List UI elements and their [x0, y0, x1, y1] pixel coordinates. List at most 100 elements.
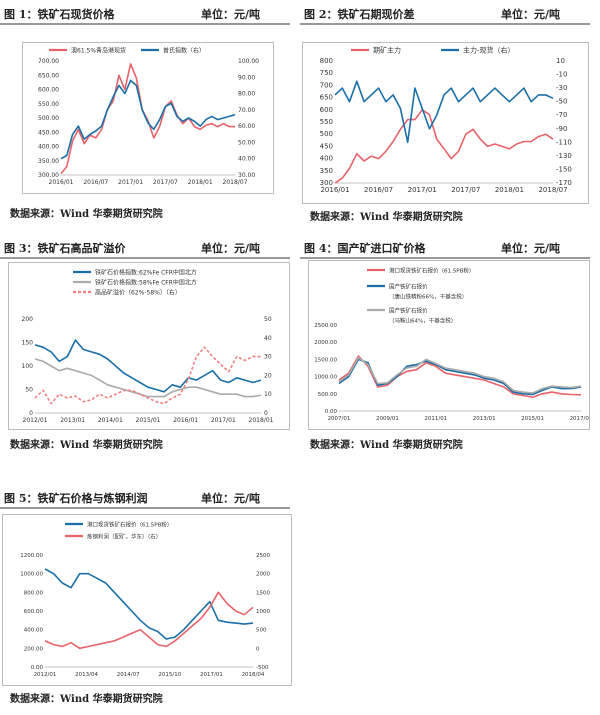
x-tick-label: 2017/07 — [451, 186, 480, 194]
x-tick-label: 2017/01 — [211, 417, 236, 424]
chart-frame: 期矿主力 主力-现货（右） 300 350 400 450 500 550 600 650 700 7… — [302, 42, 589, 204]
y-tick-label: 800 — [320, 57, 333, 65]
y-tick-label: 0.00 — [325, 409, 338, 415]
x-tick-label: 2015/01 — [136, 417, 161, 424]
y-tick-label: 50 — [25, 387, 33, 394]
panel-header: 图 5：铁矿石价格与炼钢利润 单位：元/吨 — [0, 488, 290, 509]
y-tick-label: 2000.00 — [314, 340, 337, 346]
y-tick-label: 700 — [320, 81, 333, 89]
y2-tick-label: -70 — [556, 111, 567, 119]
legend-label: （唐山铁精粉66%，干基含税） — [389, 293, 467, 301]
y2-tick-label: 50 — [264, 316, 272, 323]
y-tick-label: 400 — [320, 155, 333, 163]
legend-label: 炼钢利润（配矿，华东）（右） — [87, 533, 161, 541]
x-tick-label: 2017/01 — [118, 179, 143, 186]
series-line — [338, 356, 582, 394]
chart-1-svg: 澳61.5%青岛港现货 普氏指数（右） 300.00 350.00 400.00 450.… — [38, 47, 259, 187]
panel-unit: 单位：元/吨 — [200, 492, 260, 505]
legend-label: 普氏指数（右） — [163, 47, 205, 55]
y2-tick-label: 70.00 — [238, 107, 255, 114]
y-tick-label: 450.00 — [38, 129, 59, 136]
panel-title: 图 5：铁矿石价格与炼钢利润 — [4, 492, 148, 505]
legend-label: 主力-现货（右） — [463, 46, 515, 55]
y2-tick-label: 10 — [264, 391, 272, 398]
panel-title: 图 1：铁矿石现货价格 — [4, 8, 115, 21]
legend-label: 期矿主力 — [373, 46, 401, 55]
data-source: 数据来源：Wind 华泰期货研究院 — [310, 440, 463, 451]
y2-tick-label: -110 — [556, 138, 572, 146]
x-tick-label: 2016/07 — [364, 186, 393, 194]
x-tick-label: 2012/01 — [23, 417, 48, 424]
y2-tick-label: -30 — [556, 84, 567, 92]
y2-tick-label: 90.00 — [238, 74, 255, 81]
legend-label: 港口现货铁矿石报价（61.5PB粉） — [389, 267, 474, 275]
x-tick-label: 2014/01 — [98, 417, 123, 424]
panel-header: 图 1：铁矿石现货价格 单位：元/吨 — [0, 4, 290, 25]
x-tick-label: 2016/01 — [320, 186, 349, 194]
x-tick-label: 2012/01 — [34, 672, 57, 678]
y-tick-label: 350 — [320, 167, 333, 175]
y2-tick-label: 100.00 — [238, 58, 259, 65]
x-tick-label: 2016/01 — [173, 417, 198, 424]
chart-2-svg: 期矿主力 主力-现货（右） 300 350 400 450 500 550 600 650 700 7… — [320, 46, 572, 195]
x-tick-label: 2007/01 — [328, 416, 351, 422]
series-line — [338, 358, 582, 396]
series-line — [34, 358, 262, 398]
y2-tick-label: 50.00 — [238, 139, 255, 146]
y2-tick-label: 2000 — [256, 572, 270, 578]
y2-tick-label: 0 — [256, 646, 260, 652]
data-source: 数据来源：Wind 华泰期货研究院 — [10, 209, 163, 220]
y2-tick-label: -130 — [556, 152, 572, 160]
y2-tick-label: 80.00 — [238, 91, 255, 98]
chart-frame: 港口现货铁矿石报价（61.5PB粉） 国产铁矿石报价 （唐山铁精粉66%，干基含税）… — [308, 260, 592, 430]
y-tick-label: 650.00 — [38, 72, 59, 79]
x-tick-label: 2016/07 — [83, 179, 108, 186]
x-tick-label: 2014/07 — [117, 672, 140, 678]
series-line — [34, 339, 262, 393]
y2-tick-label: -50 — [556, 98, 567, 106]
y-tick-label: 650 — [320, 94, 333, 102]
x-tick-label: 2018/07 — [223, 179, 248, 186]
series-line — [338, 355, 582, 398]
x-tick-label: 2013/01 — [60, 417, 85, 424]
y2-tick-label: -10 — [556, 71, 567, 79]
panel-unit: 单位：元/吨 — [200, 8, 260, 21]
x-tick-label: 2017/01 — [408, 186, 437, 194]
y2-tick-label: 30.00 — [238, 172, 255, 179]
legend-label: 国产铁矿石报价 — [389, 283, 428, 291]
y-tick-label: 300.00 — [38, 172, 59, 179]
y2-tick-label: 0 — [264, 410, 268, 417]
y-tick-label: 0 — [29, 410, 33, 417]
y2-tick-label: 1000 — [256, 609, 270, 615]
x-tick-label: 2015/01 — [521, 416, 544, 422]
x-tick-label: 2018/01 — [188, 179, 213, 186]
data-source: 数据来源：Wind 华泰期货研究院 — [10, 440, 163, 451]
panel-header: 图 3：铁矿石高品矿溢价 单位：元/吨 — [0, 238, 290, 259]
chart-frame: 澳61.5%青岛港现货 普氏指数（右） 300.00 350.00 400.00 450.… — [22, 42, 274, 194]
data-source: 数据来源：Wind 华泰期货研究院 — [10, 694, 163, 705]
y2-tick-label: 40.00 — [238, 156, 255, 163]
legend-label: 港口现货铁矿石报价（61.5PB粉） — [87, 521, 172, 529]
y2-tick-label: -150 — [556, 165, 572, 173]
y-tick-label: 100 — [22, 363, 34, 370]
chart-4-svg: 港口现货铁矿石报价（61.5PB粉） 国产铁矿石报价 （唐山铁精粉66%，干基含税）… — [314, 267, 592, 423]
legend-label: 铁矿石价格指数:58%Fe CFR中国北方 — [95, 279, 197, 287]
series-line — [60, 79, 236, 160]
y2-tick-label: -500 — [256, 665, 269, 671]
y2-tick-label: 40 — [264, 335, 272, 342]
chart-frame: 港口现货铁矿石报价（61.5PB粉） 炼钢利润（配矿，华东）（右） 0.00 200.… — [2, 514, 292, 686]
panel-header: 图 4：国产矿进口矿价格 单位：元/吨 — [300, 238, 590, 259]
y-tick-label: 450 — [320, 142, 333, 150]
x-tick-label: 2017/07 — [153, 179, 178, 186]
legend-label: 铁矿石价格指数:62%Fe CFR中国北方 — [95, 269, 197, 277]
series-line — [34, 346, 261, 405]
y2-tick-label: 30 — [264, 354, 272, 361]
panel-title: 图 4：国产矿进口矿价格 — [304, 242, 426, 255]
x-tick-label: 2017/01 — [200, 672, 223, 678]
y-tick-label: 1200.00 — [20, 553, 43, 559]
panel-title: 图 2：铁矿石期现价差 — [304, 8, 415, 21]
y2-tick-label: 20 — [264, 372, 272, 379]
x-tick-label: 2015/10 — [158, 672, 181, 678]
panel-unit: 单位：元/吨 — [500, 242, 560, 255]
